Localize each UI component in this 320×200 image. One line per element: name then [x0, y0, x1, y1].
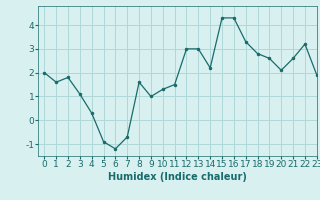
X-axis label: Humidex (Indice chaleur): Humidex (Indice chaleur): [108, 172, 247, 182]
